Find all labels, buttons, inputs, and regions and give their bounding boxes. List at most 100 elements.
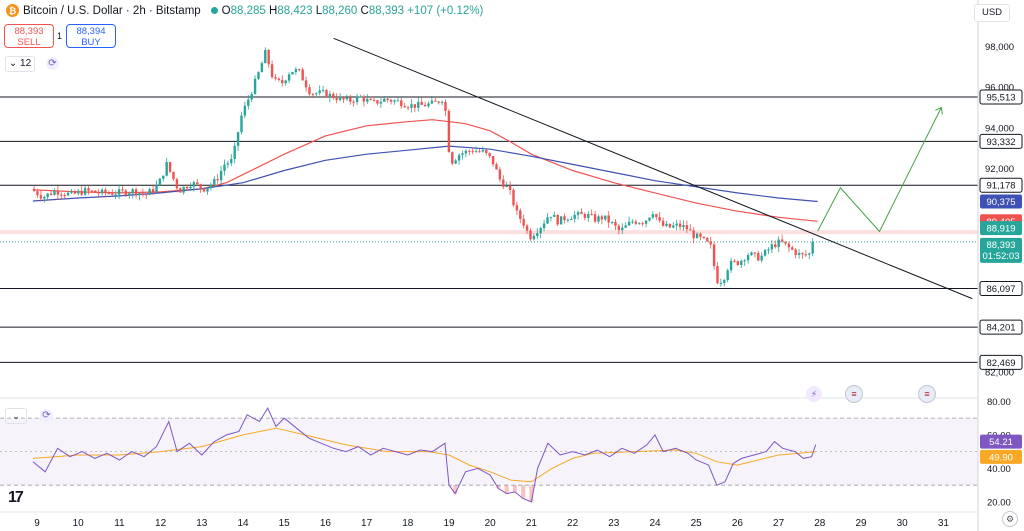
candle-body (559, 216, 563, 225)
candle-body (230, 158, 233, 164)
candle-body (797, 253, 801, 255)
time-tick-label: 12 (155, 518, 167, 529)
candle-body (342, 96, 345, 100)
candle-body (315, 93, 318, 95)
candle-body (175, 179, 179, 189)
candle-body (576, 212, 580, 215)
candle-body (580, 212, 583, 215)
candle-body (32, 188, 36, 192)
candle-body (257, 72, 260, 79)
candle-body (338, 96, 342, 101)
candle-body (546, 217, 549, 224)
candle-body (423, 104, 427, 107)
us-flag-icon[interactable]: ≡ (918, 385, 936, 403)
candle-body (597, 216, 600, 222)
candle-body (111, 193, 114, 195)
candle-body (396, 100, 400, 102)
candle-body (627, 221, 631, 226)
time-tick-label: 26 (732, 518, 744, 529)
candle-body (70, 191, 73, 193)
last-high-label: 88,919 (986, 224, 1015, 235)
buy-label: BUY (81, 37, 101, 48)
time-tick-label: 23 (608, 518, 620, 529)
candle-body (46, 193, 49, 197)
candle-body (393, 100, 396, 102)
sell-button[interactable]: 88,393 SELL (4, 24, 54, 48)
sync-icon[interactable]: ⟳ (40, 409, 53, 422)
candle-body (515, 205, 519, 211)
candle-body (226, 163, 230, 165)
candle-body (502, 179, 505, 188)
currency-select[interactable]: USD (974, 4, 1010, 22)
rsi-collapse-button[interactable]: ⌄ (5, 408, 27, 424)
gear-icon[interactable]: ⚙ (1002, 511, 1018, 527)
drawings (333, 37, 973, 300)
candle-body (532, 235, 536, 240)
sync-icon[interactable]: ⟳ (46, 57, 59, 70)
rsi-value-label: 49.90 (989, 452, 1013, 463)
candle-body (145, 194, 148, 196)
candle-body (590, 214, 593, 216)
candle-body (49, 193, 53, 195)
candle-body (366, 98, 369, 102)
candle-body (253, 78, 257, 94)
buy-button[interactable]: 88,394 BUY (66, 24, 116, 48)
candle-body (267, 49, 270, 65)
candle-body (655, 214, 658, 218)
lightning-event-icon[interactable]: ⚡ (806, 386, 822, 402)
ma-fast-line (32, 119, 818, 222)
candle-body (430, 100, 434, 104)
price-tick-label: 96,000 (985, 83, 1014, 94)
candle-body (321, 90, 325, 92)
candle-body (712, 244, 716, 267)
candle-body (638, 223, 641, 225)
candle-body (73, 191, 77, 194)
indicators-collapse-button[interactable]: ⌄ 12 (5, 56, 35, 72)
change-value: +107 (+0.12%) (407, 4, 484, 17)
tradingview-logo[interactable]: 17 (8, 489, 24, 506)
candle-body (780, 239, 784, 242)
candle-body (97, 192, 100, 194)
time-tick-label: 29 (855, 518, 867, 529)
candle-body (121, 189, 124, 191)
candle-body (437, 101, 440, 103)
candle-body (114, 194, 117, 196)
candle-body (736, 261, 740, 265)
candle-body (651, 214, 655, 218)
candle-body (570, 218, 573, 220)
sell-price: 88,393 (14, 26, 44, 37)
time-tick-label: 14 (237, 518, 249, 529)
candle-body (695, 233, 699, 239)
time-tick-label: 28 (814, 518, 826, 529)
price-level-tag (979, 89, 1023, 105)
candle-body (634, 221, 638, 224)
market-status-icon (210, 7, 218, 14)
time-tick-label: 17 (361, 518, 373, 529)
candle-body (723, 280, 726, 283)
candle-body (689, 229, 692, 231)
candle-body (512, 189, 515, 206)
candle-body (196, 182, 199, 185)
price-levels (0, 96, 978, 363)
candle-body (410, 104, 413, 108)
symbol-title[interactable]: Bitcoin / U.S. Dollar · 2h · Bitstamp (23, 4, 201, 17)
time-tick-label: 22 (567, 518, 579, 529)
rsi-tick-label: 20.00 (987, 497, 1011, 508)
candle-body (525, 225, 529, 231)
candle-body (223, 164, 226, 171)
candle-body (454, 160, 457, 164)
candle-body (53, 190, 56, 195)
time-tick-label: 31 (938, 518, 950, 529)
candle-body (308, 87, 311, 95)
time-tick-label: 21 (526, 518, 538, 529)
chart-header: ₿ Bitcoin / U.S. Dollar · 2h · Bitstamp … (6, 4, 483, 17)
candle-body (726, 270, 729, 281)
price-level-label: 86,097 (986, 284, 1015, 295)
us-flag-icon[interactable]: ≡ (845, 385, 863, 403)
projection-path (817, 107, 942, 233)
candle-body (94, 190, 97, 193)
last-price-label: 88,393 (986, 240, 1015, 251)
candle-body (87, 188, 90, 191)
candle-body (440, 102, 444, 104)
